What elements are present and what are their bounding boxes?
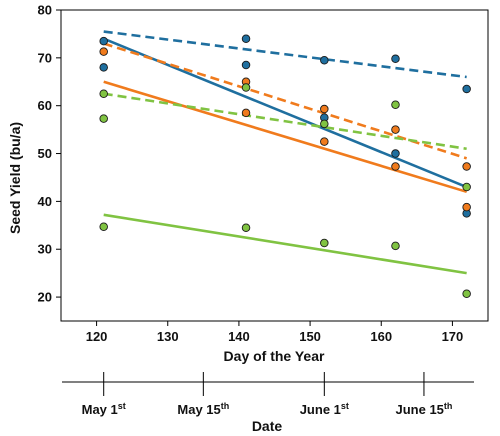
- blue-dashed-fit-line: [103, 30, 467, 79]
- x-tick-label: 120: [86, 329, 108, 344]
- date-tick-label: May 15th: [177, 401, 229, 417]
- blue-data-point: [241, 34, 251, 43]
- y-axis-label: Seed Yield (bu/a): [7, 122, 23, 234]
- blue-data-point: [462, 84, 471, 94]
- y-tick-label: 60: [38, 98, 52, 113]
- green-data-point: [462, 289, 471, 298]
- date-tick-label: June 1st: [300, 401, 349, 417]
- green-data-point: [462, 182, 471, 192]
- date-axis-label: Date: [252, 418, 283, 434]
- orange-data-point: [320, 104, 329, 114]
- blue-data-point: [99, 36, 108, 46]
- data-points: [99, 34, 471, 298]
- fit-lines: [103, 30, 468, 275]
- plot-frame: [60, 9, 489, 322]
- orange-data-point: [320, 137, 329, 146]
- orange-data-point: [391, 162, 400, 171]
- blue-data-point: [320, 55, 329, 65]
- date-tick-label: June 15th: [395, 401, 452, 417]
- green-dashed-fit-line: [103, 92, 467, 151]
- orange-dashed-fit-line: [103, 42, 468, 160]
- y-tick-label: 20: [38, 290, 52, 305]
- x-tick-label: 160: [370, 329, 392, 344]
- y-tick-label: 50: [38, 146, 52, 161]
- blue-data-point: [241, 60, 251, 70]
- y-tick-label: 80: [38, 3, 52, 18]
- x-tick-label: 140: [228, 329, 250, 344]
- green-data-point: [99, 222, 108, 231]
- y-tick-label: 30: [38, 242, 52, 257]
- green-data-point: [320, 238, 329, 248]
- green-data-point: [99, 114, 108, 123]
- green-data-point: [391, 100, 400, 109]
- x-tick-label: 130: [157, 329, 179, 344]
- y-axis: 20 30 40 50 60 70 80: [38, 3, 61, 305]
- blue-data-point: [391, 149, 400, 158]
- x-tick-label: 170: [442, 329, 464, 344]
- orange-data-point: [99, 47, 108, 56]
- green-data-point: [241, 223, 251, 232]
- date-axis: May 1st May 15th June 1st June 15th: [62, 372, 474, 417]
- green-data-point: [320, 119, 329, 129]
- orange-solid-fit-line: [103, 80, 468, 194]
- y-tick-label: 40: [38, 194, 52, 209]
- green-data-point: [241, 83, 251, 92]
- blue-data-point: [391, 54, 400, 64]
- x-tick-label: 150: [299, 329, 321, 344]
- orange-data-point: [462, 162, 471, 171]
- x-axis: 120 130 140 150 160 170: [86, 321, 464, 344]
- plot-border: [60, 9, 489, 322]
- y-tick-label: 70: [38, 50, 52, 65]
- green-data-point: [99, 89, 108, 98]
- green-data-point: [391, 241, 400, 251]
- orange-data-point: [391, 125, 400, 134]
- orange-data-point: [241, 108, 251, 118]
- date-tick-label: May 1st: [82, 401, 126, 417]
- green-solid-fit-line: [103, 213, 467, 275]
- x-axis-label: Day of the Year: [224, 348, 325, 364]
- blue-data-point: [99, 63, 108, 72]
- orange-data-point: [462, 202, 471, 212]
